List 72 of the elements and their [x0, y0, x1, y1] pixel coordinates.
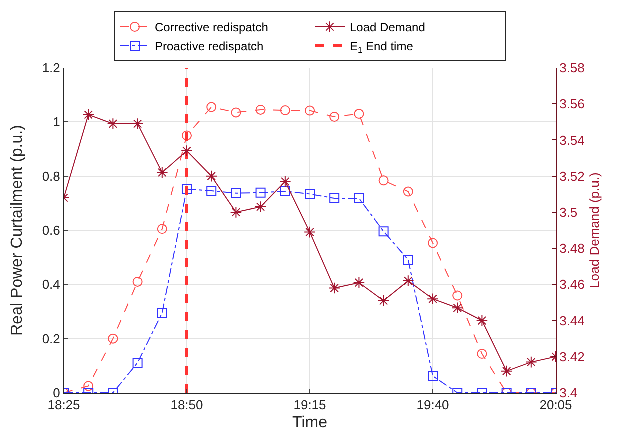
point	[476, 314, 488, 327]
point	[500, 365, 513, 378]
y2-tick-label: 3.46	[560, 277, 585, 292]
point	[477, 349, 488, 359]
point	[132, 276, 143, 287]
point	[230, 206, 242, 218]
point	[256, 104, 266, 115]
legend-label: Load Demand	[350, 20, 426, 35]
point	[256, 188, 266, 198]
point	[427, 293, 439, 306]
point	[354, 194, 364, 204]
point	[157, 224, 168, 234]
point	[428, 371, 438, 382]
point	[108, 334, 118, 344]
point	[452, 302, 464, 314]
y2-tick-label: 3.5	[560, 204, 578, 220]
y2-tick-label: 3.44	[560, 313, 585, 328]
point	[254, 201, 267, 213]
y2-tick-label: 3.48	[560, 241, 585, 256]
point	[378, 176, 389, 186]
point	[378, 295, 390, 307]
legend-label: Corrective redispatch	[155, 20, 268, 35]
y2-tick-label: 3.42	[560, 349, 585, 364]
point	[354, 109, 364, 120]
point	[428, 238, 438, 248]
x-tick-label: 18:50	[170, 398, 204, 413]
y-tick-label: 0.4	[42, 277, 60, 292]
y2-tick-label: 3.56	[560, 96, 585, 112]
point	[182, 184, 192, 194]
y2-tick-label: 3.58	[560, 60, 585, 76]
point	[330, 194, 340, 204]
point	[305, 189, 315, 200]
point	[206, 186, 217, 196]
legend-label: E$_{1}$ End time	[350, 40, 414, 56]
point	[328, 282, 340, 294]
point	[280, 186, 290, 196]
point	[206, 102, 217, 112]
x-tick-label: 19:40	[416, 398, 450, 413]
y-tick-label: 1.2	[42, 60, 60, 76]
y2-axis-title: Load Demand (p.u.)	[586, 172, 602, 288]
point	[378, 226, 389, 237]
point	[280, 176, 292, 188]
point	[305, 106, 315, 116]
point	[280, 106, 290, 116]
point	[304, 226, 316, 238]
y-tick-label: 0.2	[42, 331, 60, 346]
x-tick-label: 19:15	[294, 398, 326, 413]
point	[231, 188, 242, 198]
point	[231, 108, 242, 118]
point	[402, 275, 414, 287]
legend-label: Proactive redispatch	[155, 40, 264, 54]
point	[82, 109, 94, 121]
point	[157, 308, 168, 318]
x-axis-title: Time	[292, 414, 328, 432]
point	[403, 186, 414, 197]
point	[452, 290, 463, 301]
point	[182, 130, 192, 141]
point	[84, 381, 94, 392]
point	[330, 112, 340, 122]
point	[526, 356, 538, 368]
point	[181, 145, 193, 157]
y-tick-label: 0.8	[42, 168, 60, 184]
y2-tick-label: 3.54	[560, 132, 585, 148]
y-tick-label: 1	[53, 114, 60, 130]
point	[403, 255, 414, 266]
y-axis-title: Real Power Curtailment (p.u.)	[9, 125, 26, 336]
point	[156, 166, 168, 179]
point	[206, 170, 218, 182]
point	[353, 276, 366, 289]
y2-tick-label: 3.52	[560, 168, 585, 184]
point	[132, 358, 143, 368]
y-tick-label: 0.6	[42, 223, 60, 238]
